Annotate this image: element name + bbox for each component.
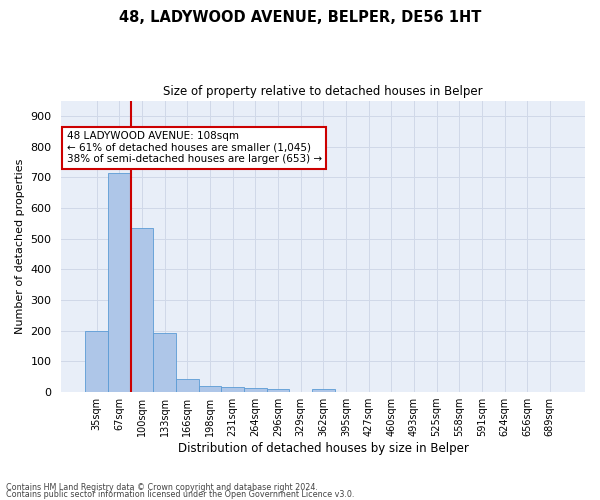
Bar [153, 333, 176, 392]
Title: Size of property relative to detached houses in Belper: Size of property relative to detached ho… [163, 85, 483, 98]
X-axis label: Distribution of detached houses by size in Belper: Distribution of detached houses by size … [178, 442, 469, 455]
Bar [312, 389, 335, 392]
Y-axis label: Number of detached properties: Number of detached properties [15, 158, 25, 334]
Bar [176, 379, 199, 392]
Bar [85, 330, 108, 392]
Text: Contains public sector information licensed under the Open Government Licence v3: Contains public sector information licen… [6, 490, 355, 499]
Bar [266, 389, 289, 392]
Bar [131, 228, 153, 392]
Text: 48, LADYWOOD AVENUE, BELPER, DE56 1HT: 48, LADYWOOD AVENUE, BELPER, DE56 1HT [119, 10, 481, 25]
Bar [221, 388, 244, 392]
Text: Contains HM Land Registry data © Crown copyright and database right 2024.: Contains HM Land Registry data © Crown c… [6, 484, 318, 492]
Bar [244, 388, 266, 392]
Text: 48 LADYWOOD AVENUE: 108sqm
← 61% of detached houses are smaller (1,045)
38% of s: 48 LADYWOOD AVENUE: 108sqm ← 61% of deta… [67, 131, 322, 164]
Bar [108, 172, 131, 392]
Bar [199, 386, 221, 392]
